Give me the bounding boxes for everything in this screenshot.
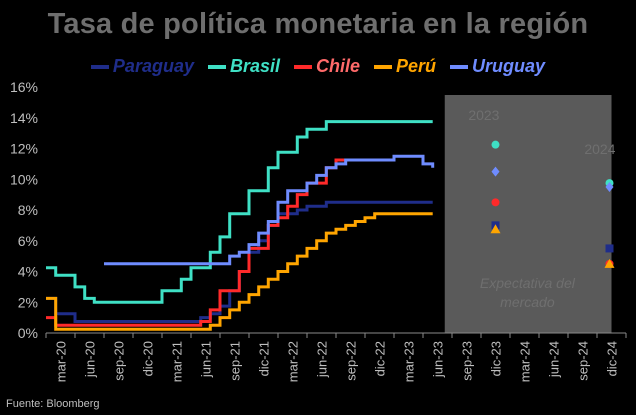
expectation-year-2024: 2024	[584, 141, 615, 157]
expectations-box	[444, 95, 612, 333]
y-tick-label: 0%	[18, 325, 38, 341]
x-tick-label: dic-23	[489, 341, 504, 376]
legend-label-chile: Chile	[316, 56, 361, 76]
source-note: Fuente: Bloomberg	[6, 398, 100, 410]
expectation-2023-peru	[490, 224, 501, 234]
expectation-2024-paraguay	[605, 244, 614, 253]
x-tick-label: jun-21	[199, 341, 214, 378]
legend-swatch-peru	[374, 64, 393, 69]
legend-item-paraguay: Paraguay	[90, 56, 194, 77]
y-tick-label: 4%	[18, 264, 38, 280]
legend-swatch-paraguay	[90, 64, 109, 69]
x-tick-label: sep-24	[576, 341, 591, 381]
expectation-2024-uruguay	[605, 181, 614, 192]
x-tick-label: mar-22	[286, 341, 301, 382]
x-tick-label: mar-20	[54, 341, 69, 382]
legend-swatch-brasil	[207, 64, 226, 69]
expectation-2023-brasil	[491, 140, 500, 149]
legend-swatch-chile	[294, 64, 312, 69]
legend-swatch-uruguay	[450, 64, 469, 69]
x-tick-label: sep-21	[228, 341, 243, 381]
x-tick-label: jun-23	[431, 341, 446, 378]
chart-title: Tasa de política monetaria en la región	[47, 8, 589, 40]
series-line-uruguay	[104, 154, 435, 266]
y-tick-label: 10%	[10, 171, 38, 187]
y-tick-label: 6%	[18, 233, 38, 249]
legend-item-uruguay: Uruguay	[450, 56, 545, 77]
y-tick-label: 16%	[10, 79, 38, 95]
x-tick-label: mar-24	[518, 341, 533, 382]
expectation-2023-uruguay	[491, 166, 500, 177]
x-tick-label: dic-22	[373, 341, 388, 376]
legend-item-peru: Perú	[374, 56, 436, 77]
y-tick-label: 14%	[10, 110, 38, 126]
x-tick-label: jun-20	[83, 341, 98, 378]
x-tick-label: jun-24	[547, 341, 562, 378]
expectation-label-line2: mercado	[500, 294, 555, 310]
x-tick-label: dic-20	[141, 341, 156, 376]
series-line-peru	[46, 212, 433, 331]
x-tick-label: mar-23	[402, 341, 417, 382]
x-tick-label: jun-22	[315, 341, 330, 378]
series-line-brasil	[46, 120, 433, 304]
legend: Paraguay Brasil Chile Perú Uruguay	[0, 56, 636, 77]
legend-item-brasil: Brasil	[207, 56, 280, 77]
x-tick-label: dic-24	[605, 341, 620, 376]
legend-label-paraguay: Paraguay	[112, 56, 194, 76]
legend-label-peru: Perú	[396, 56, 437, 76]
expectation-label-line1: Expectativa del	[480, 275, 576, 291]
legend-item-chile: Chile	[294, 56, 360, 77]
x-tick-label: sep-20	[112, 341, 127, 381]
x-tick-label: dic-21	[257, 341, 272, 376]
x-tick-label: mar-21	[170, 341, 185, 382]
expectation-2024-peru	[604, 258, 615, 268]
y-tick-label: 12%	[10, 141, 38, 157]
legend-label-uruguay: Uruguay	[472, 56, 546, 76]
y-tick-label: 2%	[18, 294, 38, 310]
expectation-2023-chile	[491, 198, 500, 207]
x-tick-label: sep-23	[460, 341, 475, 381]
legend-label-brasil: Brasil	[229, 56, 280, 76]
y-tick-label: 8%	[18, 202, 38, 218]
x-tick-label: sep-22	[344, 341, 359, 381]
expectation-year-2023: 2023	[468, 107, 499, 123]
